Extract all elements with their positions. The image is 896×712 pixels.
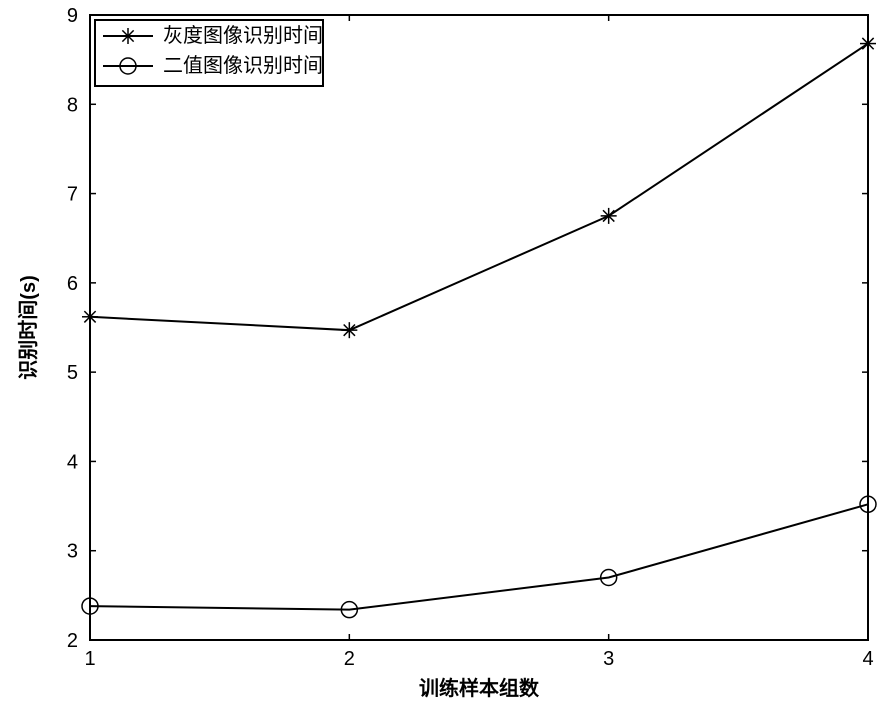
legend-label-1: 二值图像识别时间 [163, 54, 323, 77]
y-tick-label: 7 [67, 184, 78, 206]
y-tick-label: 3 [67, 541, 78, 563]
y-tick-label: 6 [67, 273, 78, 295]
y-axis-title: 识别时间(s) [17, 275, 40, 379]
y-tick-label: 4 [67, 451, 78, 473]
x-tick-label: 2 [344, 648, 355, 670]
x-axis-title: 训练样本组数 [419, 676, 540, 700]
y-tick-label: 2 [67, 630, 78, 652]
x-tick-label: 3 [603, 648, 614, 670]
x-tick-label: 1 [84, 648, 95, 670]
chart-container: 123423456789训练样本组数识别时间(s)灰度图像识别时间二值图像识别时… [0, 0, 896, 712]
y-tick-label: 9 [67, 5, 78, 27]
line-chart: 123423456789训练样本组数识别时间(s)灰度图像识别时间二值图像识别时… [0, 0, 896, 712]
y-tick-label: 5 [67, 362, 78, 384]
x-tick-label: 4 [862, 648, 873, 670]
y-tick-label: 8 [67, 94, 78, 116]
chart-background [0, 0, 896, 712]
legend-label-0: 灰度图像识别时间 [163, 24, 323, 47]
